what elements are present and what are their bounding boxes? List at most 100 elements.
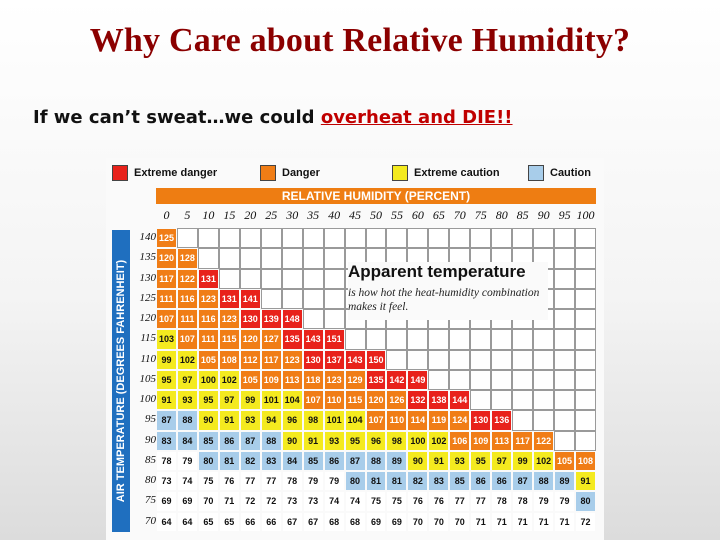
heat-cell: 73	[156, 471, 177, 492]
empty-cell	[281, 228, 303, 249]
empty-cell	[575, 248, 596, 269]
x-tick-label: 35	[307, 208, 320, 222]
empty-cell	[281, 248, 303, 269]
heat-cell: 79	[302, 471, 324, 492]
x-tick-label: 40	[328, 208, 341, 222]
heat-cell: 74	[176, 471, 198, 492]
x-tick-label: 100	[576, 208, 595, 222]
heat-cell: 119	[428, 410, 450, 431]
heat-cell: 71	[533, 511, 555, 532]
empty-cell	[449, 329, 471, 350]
legend-swatch	[260, 165, 276, 181]
heat-cell: 142	[386, 369, 408, 391]
heat-cell: 108	[218, 349, 240, 370]
heat-cell: 94	[260, 410, 282, 431]
heat-cell: 77	[470, 491, 492, 512]
heat-cell: 86	[470, 471, 492, 492]
empty-cell	[197, 228, 219, 249]
y-tick-label: 115	[140, 332, 156, 345]
heat-cell: 123	[323, 369, 345, 391]
y-tick-label: 105	[139, 372, 157, 385]
heat-cell: 72	[575, 511, 596, 532]
heat-cell: 95	[156, 369, 177, 391]
x-tick-label: 45	[349, 208, 362, 222]
y-tick-label: 70	[145, 514, 156, 527]
heat-cell: 126	[386, 390, 408, 411]
y-tick-label: 75	[145, 494, 156, 507]
empty-cell	[281, 288, 303, 310]
heat-cell: 93	[176, 390, 198, 411]
heat-cell: 95	[470, 450, 492, 472]
annotation-box: Apparent temperature is how hot the heat…	[348, 262, 548, 320]
annotation-title: Apparent temperature	[348, 262, 526, 281]
x-tick-label: 90	[537, 208, 550, 222]
heat-cell: 143	[302, 329, 324, 350]
heat-cell: 123	[281, 349, 303, 370]
heat-cell: 66	[239, 511, 261, 532]
heat-cell: 118	[302, 369, 324, 391]
heat-cell: 109	[260, 369, 282, 391]
empty-cell	[554, 248, 576, 269]
heat-cell: 122	[176, 268, 198, 289]
heat-cell: 72	[260, 491, 282, 512]
empty-cell	[449, 349, 471, 370]
heat-cell: 65	[218, 511, 240, 532]
heat-cell: 78	[281, 471, 303, 492]
heat-cell: 75	[365, 491, 387, 512]
heat-cell: 69	[156, 491, 177, 512]
y-tick-label: 90	[145, 433, 156, 446]
heat-cell: 90	[197, 410, 219, 431]
heat-cell: 74	[344, 491, 366, 512]
heat-cell: 113	[281, 369, 303, 391]
heat-cell: 85	[197, 430, 219, 451]
empty-cell	[533, 369, 555, 391]
heat-cell: 97	[218, 390, 240, 411]
heat-cell: 64	[156, 511, 177, 532]
empty-cell	[533, 228, 555, 249]
heat-cell: 102	[176, 349, 198, 370]
x-tick-label: 85	[516, 208, 529, 222]
heat-cell: 76	[218, 471, 240, 492]
empty-cell	[302, 228, 324, 249]
empty-cell	[197, 248, 219, 269]
legend-label: Extreme danger	[134, 167, 218, 179]
heat-cell: 143	[344, 349, 366, 370]
empty-cell	[575, 430, 596, 451]
heat-cell: 117	[260, 349, 282, 370]
empty-cell	[407, 329, 429, 350]
subtitle-prefix: If we can’t sweat…we could	[33, 107, 321, 128]
empty-cell	[365, 228, 387, 249]
empty-cell	[554, 228, 576, 249]
empty-cell	[323, 288, 345, 310]
heat-cell: 135	[281, 329, 303, 350]
empty-cell	[323, 228, 345, 249]
heat-cell: 123	[197, 288, 219, 310]
heat-cell: 71	[512, 511, 534, 532]
heat-cell: 122	[533, 430, 555, 451]
heat-cell: 107	[302, 390, 324, 411]
chart-legend: Extreme danger Danger Extreme caution Ca…	[106, 160, 604, 186]
heat-cell: 128	[176, 248, 198, 269]
empty-cell	[260, 268, 282, 289]
heat-cell: 81	[386, 471, 408, 492]
y-tick-label: 120	[139, 312, 157, 325]
heat-cell: 82	[407, 471, 429, 492]
legend-item-extreme-caution: Extreme caution	[392, 163, 500, 183]
x-tick-label: 70	[453, 208, 466, 222]
x-tick-label: 75	[474, 208, 487, 222]
heat-cell: 78	[512, 491, 534, 512]
heat-cell: 105	[197, 349, 219, 370]
heat-cell: 80	[575, 491, 596, 512]
heat-cell: 107	[156, 309, 177, 330]
heat-cell: 105	[554, 450, 576, 472]
empty-cell	[386, 329, 408, 350]
heat-cell: 102	[533, 450, 555, 472]
x-tick-label: 20	[244, 208, 257, 222]
x-tick-label: 80	[495, 208, 508, 222]
empty-cell	[302, 309, 324, 330]
heat-cell: 116	[197, 309, 219, 330]
heat-cell: 96	[281, 410, 303, 431]
heat-cell: 111	[176, 309, 198, 330]
heat-cell: 91	[218, 410, 240, 431]
heat-cell: 64	[176, 511, 198, 532]
